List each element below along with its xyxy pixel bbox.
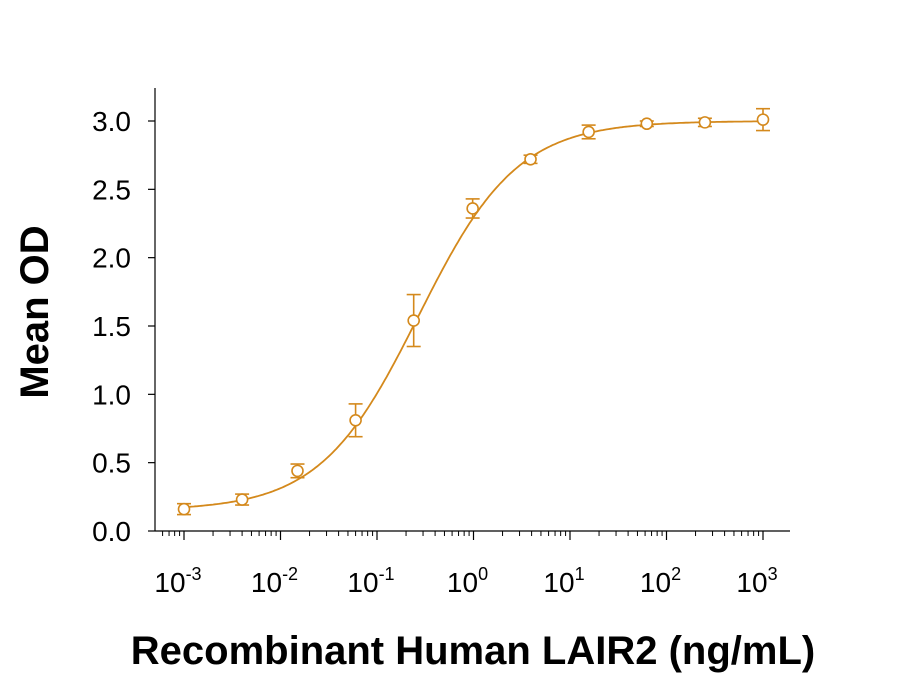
data-point <box>523 152 538 166</box>
marker-circle <box>235 493 249 506</box>
x-tick-label: 100 <box>447 564 488 598</box>
x-tick-exponent: 2 <box>671 564 681 584</box>
marker-circle <box>582 125 595 139</box>
fit-curve <box>183 120 763 509</box>
x-tick-exponent: -3 <box>186 564 202 584</box>
axes <box>154 88 790 532</box>
x-tick-label: 10-2 <box>251 564 298 598</box>
fit-curve-group <box>183 120 763 509</box>
x-tick-base: 10 <box>347 567 378 598</box>
data-point <box>581 124 596 140</box>
marker-circle <box>756 113 770 126</box>
data-point <box>756 107 770 132</box>
x-tick-base: 10 <box>543 567 574 598</box>
x-tick-label: 10-1 <box>347 564 394 598</box>
x-tick-label: 101 <box>543 564 584 598</box>
x-tick-base: 10 <box>640 567 671 598</box>
x-tick-base: 10 <box>447 567 478 598</box>
x-axis-title: Recombinant Human LAIR2 (ng/mL) <box>131 629 815 673</box>
x-tick-label: 102 <box>640 564 681 598</box>
data-point <box>290 463 305 479</box>
x-tick-base: 10 <box>154 567 185 598</box>
y-tick-label: 1.0 <box>92 379 131 410</box>
y-tick-label: 2.5 <box>92 174 131 205</box>
x-tick-label: 10-3 <box>154 564 201 598</box>
x-tick-exponent: 1 <box>575 564 585 584</box>
x-tick-exponent: -1 <box>379 564 395 584</box>
x-tick-base: 10 <box>251 567 282 598</box>
y-axis-ticks: 0.0 0.5 1.0 1.5 2.0 2.5 3.0 <box>92 106 155 547</box>
y-tick-label: 0.5 <box>92 448 131 479</box>
y-tick-label: 1.5 <box>92 311 131 342</box>
marker-circle <box>407 314 420 327</box>
marker-circle <box>291 464 304 478</box>
data-point <box>697 116 712 129</box>
marker-circle <box>349 413 362 427</box>
marker-circle <box>524 152 537 166</box>
marker-circle <box>698 116 712 129</box>
data-point <box>406 293 421 348</box>
x-tick-label: 103 <box>736 564 777 598</box>
data-point <box>235 493 250 506</box>
x-tick-exponent: 3 <box>768 564 778 584</box>
data-point <box>639 117 654 131</box>
data-point <box>348 403 363 438</box>
y-tick-label: 2.0 <box>92 243 131 274</box>
y-axis-title: Mean OD <box>13 225 57 398</box>
x-tick-exponent: -2 <box>282 564 298 584</box>
data-point <box>465 198 480 219</box>
marker-circle <box>177 502 191 516</box>
y-tick-label: 3.0 <box>92 106 131 137</box>
marker-circle <box>640 117 654 131</box>
y-tick-label: 0.0 <box>92 516 131 547</box>
marker-circle <box>466 202 479 215</box>
data-points <box>177 107 770 516</box>
x-tick-exponent: 0 <box>478 564 488 584</box>
x-tick-base: 10 <box>736 567 767 598</box>
data-point <box>177 502 191 516</box>
x-axis-ticks: 10-3 10-2 10-1 100 101 102 103 <box>154 531 778 598</box>
